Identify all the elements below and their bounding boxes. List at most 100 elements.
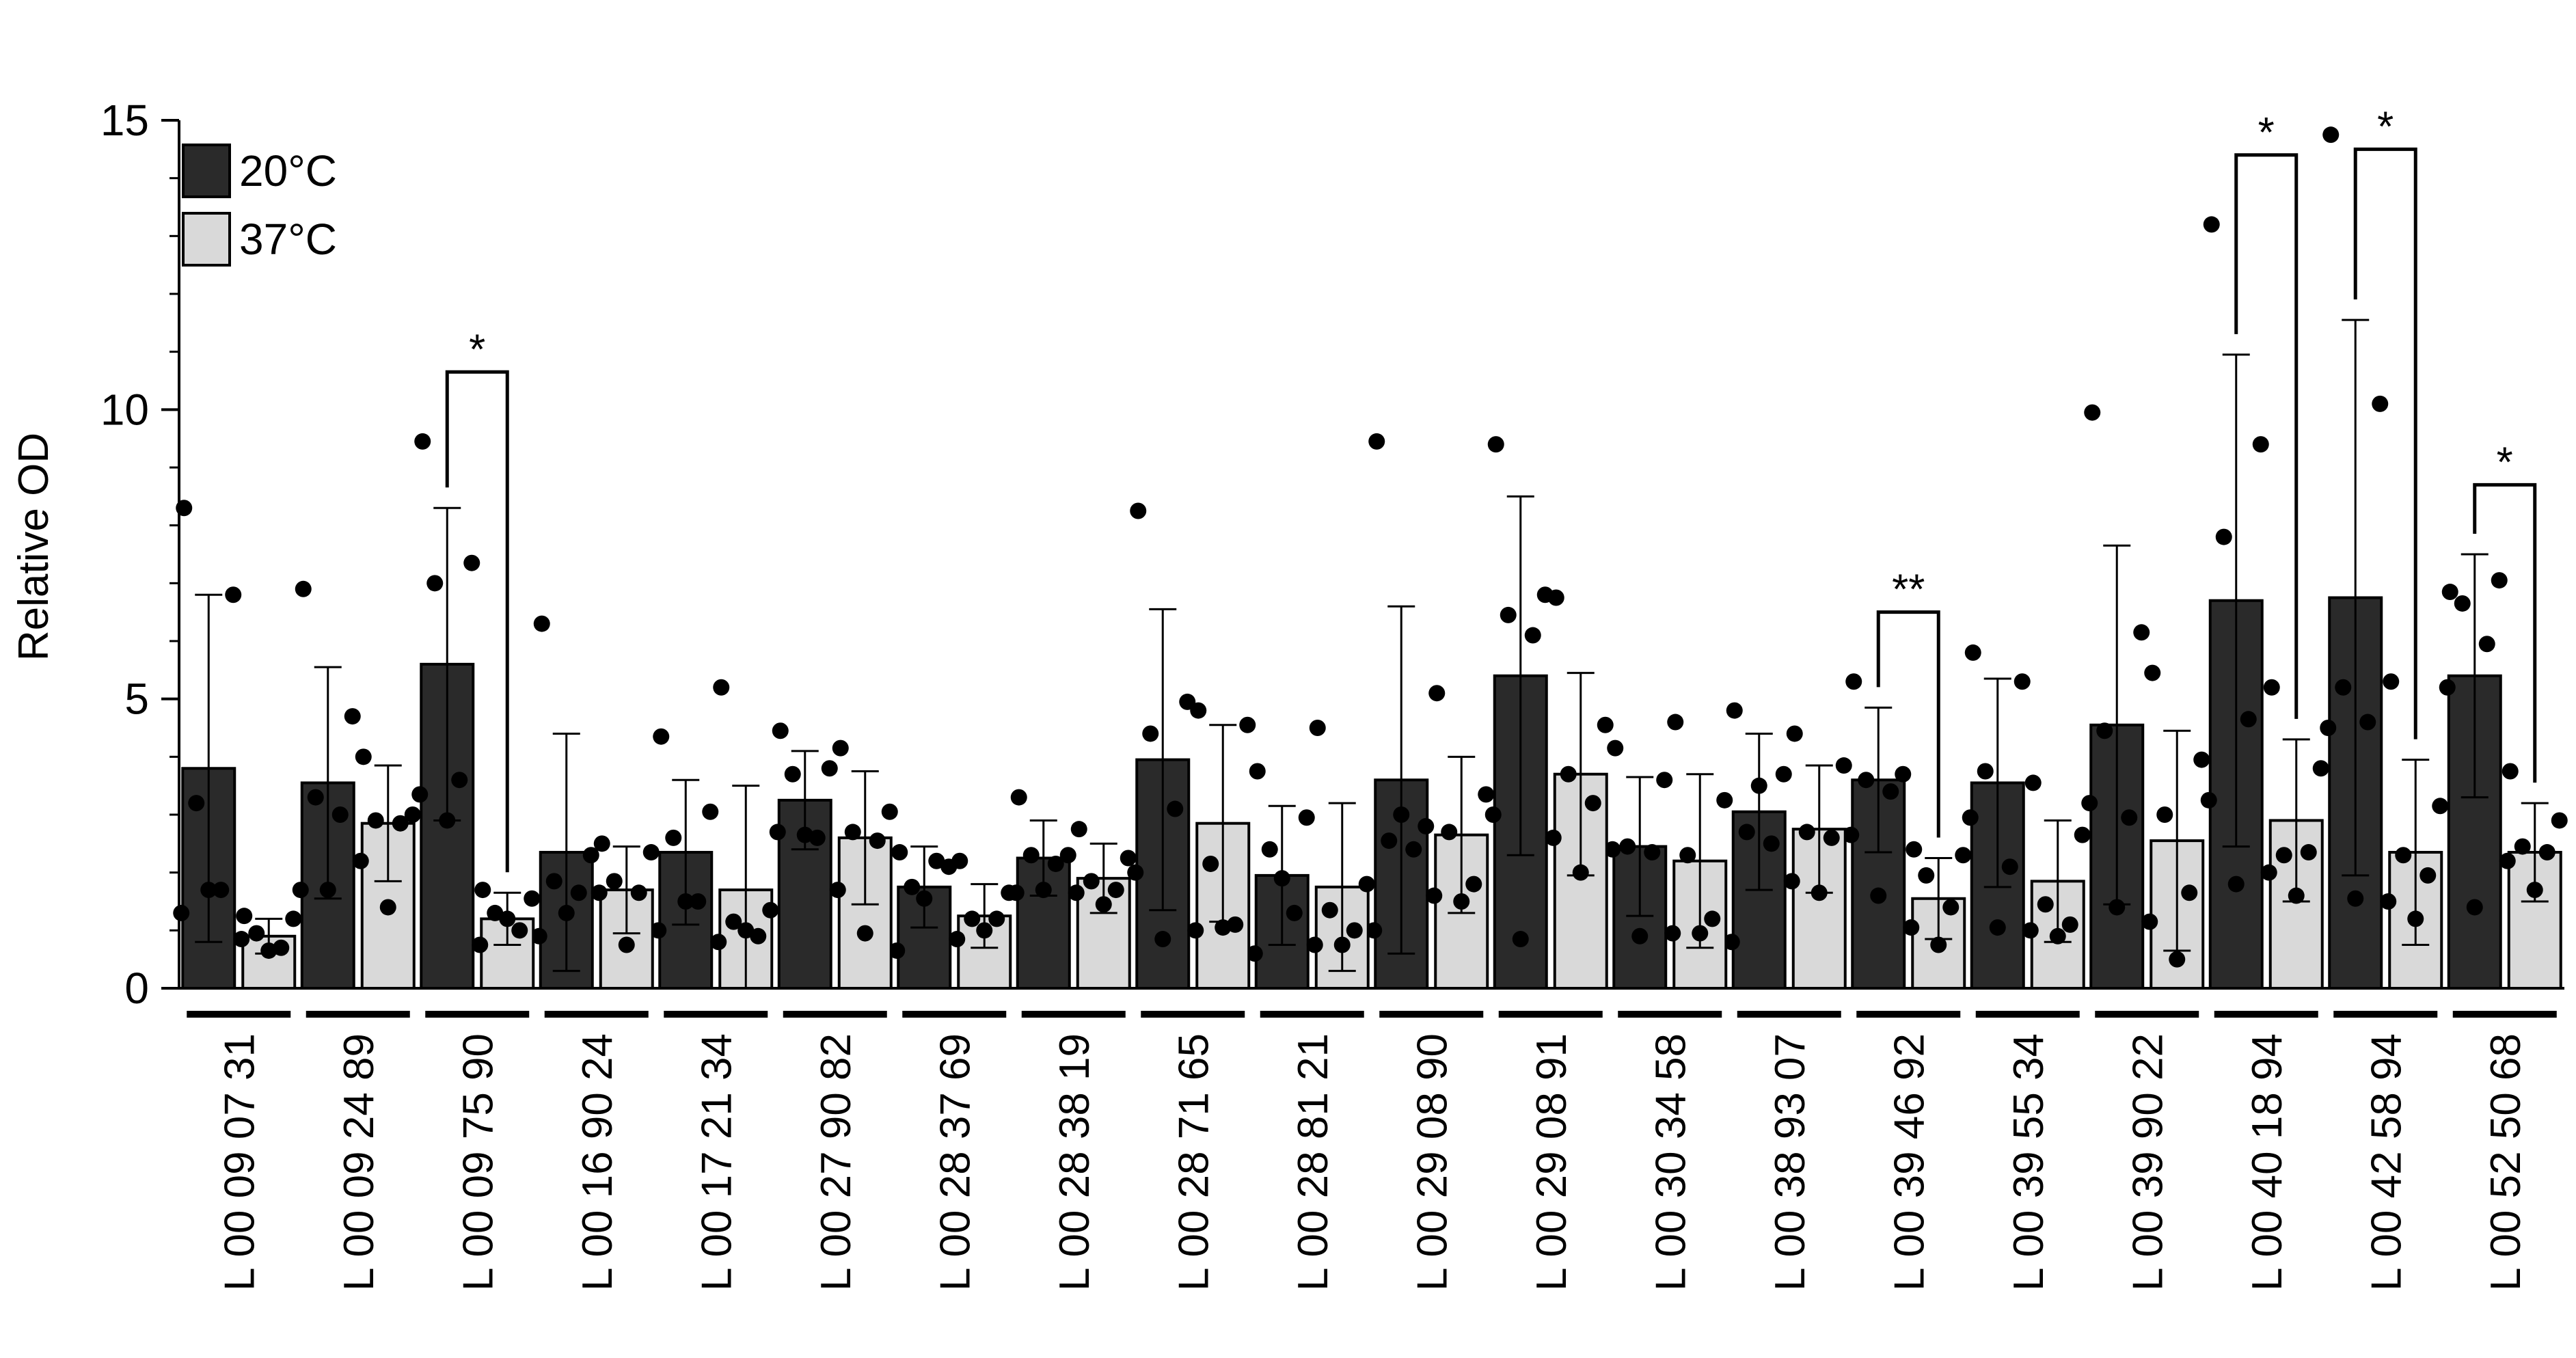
x-category-label: L 00 29 08 91 (1528, 1033, 1575, 1291)
data-point (1120, 850, 1137, 867)
y-tick-label: 10 (100, 385, 149, 434)
data-point (976, 922, 993, 939)
x-category-label: L 00 40 18 94 (2244, 1033, 2291, 1291)
data-point (1333, 936, 1351, 953)
data-point (784, 765, 801, 783)
data-point (533, 615, 550, 632)
data-point (1631, 927, 1649, 945)
x-category-label: L 00 09 75 90 (455, 1033, 502, 1291)
data-point (1453, 893, 1470, 910)
data-point (1798, 824, 1815, 841)
data-point (772, 722, 789, 739)
data-point (1346, 922, 1363, 939)
data-point (1500, 606, 1517, 623)
data-point (524, 890, 541, 907)
legend-label-20c: 20°C (239, 146, 337, 195)
data-point (1068, 884, 1085, 901)
data-point (2502, 763, 2519, 780)
bar-20c (1851, 778, 1906, 990)
data-point (1903, 919, 1920, 936)
data-point (1130, 502, 1147, 519)
data-point (355, 748, 372, 765)
x-category-label: L 00 29 08 90 (1409, 1033, 1456, 1291)
data-point (248, 925, 265, 942)
data-point (2133, 624, 2150, 641)
data-point (173, 904, 190, 921)
data-point (1906, 841, 1923, 858)
data-point (2084, 404, 2101, 421)
data-point (769, 824, 786, 841)
data-point (2335, 679, 2352, 696)
data-point (964, 910, 981, 927)
data-point (233, 931, 250, 948)
data-point (1843, 826, 1860, 843)
data-point (2200, 791, 2217, 809)
bar-37c (957, 914, 1012, 990)
data-point (1619, 838, 1636, 855)
data-point (2514, 838, 2531, 855)
data-point (1750, 777, 1767, 794)
data-point (762, 901, 779, 919)
data-point (392, 815, 409, 832)
data-point (1692, 925, 1709, 942)
legend-swatch-20c (182, 144, 231, 198)
significance-bracket (2353, 147, 2417, 739)
data-point (1835, 757, 1852, 774)
data-point (702, 803, 719, 820)
data-point (1202, 855, 1219, 872)
data-point (545, 873, 562, 890)
data-point (463, 554, 480, 571)
significance-bracket (1876, 610, 1940, 838)
data-point (690, 893, 707, 910)
significance-label: ** (1892, 567, 1925, 614)
data-point (1572, 864, 1589, 881)
data-point (570, 884, 587, 901)
data-point (530, 927, 547, 945)
y-tick-label: 5 (124, 675, 149, 724)
x-category-label: L 00 28 71 65 (1170, 1033, 1217, 1291)
data-point (821, 760, 838, 777)
data-point (2320, 720, 2337, 736)
data-point (1811, 884, 1828, 901)
data-point (1358, 875, 1375, 893)
significance-label: * (2258, 109, 2275, 157)
data-point (2203, 216, 2220, 233)
data-point (1059, 847, 1076, 864)
data-point (295, 580, 312, 597)
legend-label-37c: 37°C (239, 215, 337, 264)
data-point (379, 899, 396, 916)
data-point (1441, 824, 1458, 841)
data-point (1298, 809, 1315, 826)
data-point (2181, 884, 2198, 901)
x-category-label: L 00 42 58 94 (2363, 1033, 2410, 1291)
data-point (591, 884, 608, 901)
data-point (1763, 835, 1780, 852)
data-point (889, 942, 906, 959)
data-point (1190, 702, 1207, 719)
data-point (1083, 873, 1100, 890)
data-point (1070, 821, 1087, 838)
data-point (1964, 644, 1981, 661)
x-category-label: L 00 27 90 82 (813, 1033, 860, 1291)
data-point (928, 852, 945, 869)
data-point (472, 936, 489, 953)
data-point (411, 786, 429, 803)
data-point (1723, 934, 1740, 951)
data-point (582, 847, 599, 864)
data-point (677, 893, 694, 910)
data-point (1154, 931, 1171, 948)
data-point (750, 927, 767, 945)
data-point (1512, 931, 1529, 948)
data-point (331, 806, 349, 823)
data-point (511, 922, 528, 939)
data-point (1107, 882, 1124, 899)
x-category-label: L 00 28 38 19 (1051, 1033, 1098, 1291)
data-point (2372, 395, 2389, 412)
x-category-label: L 00 39 90 22 (2124, 1033, 2171, 1291)
data-point (1393, 806, 1410, 823)
data-point (2466, 899, 2483, 916)
x-category-label: L 00 39 46 92 (1886, 1033, 1933, 1291)
data-point (665, 829, 682, 846)
data-point (1478, 786, 1495, 803)
data-point (2432, 798, 2449, 815)
